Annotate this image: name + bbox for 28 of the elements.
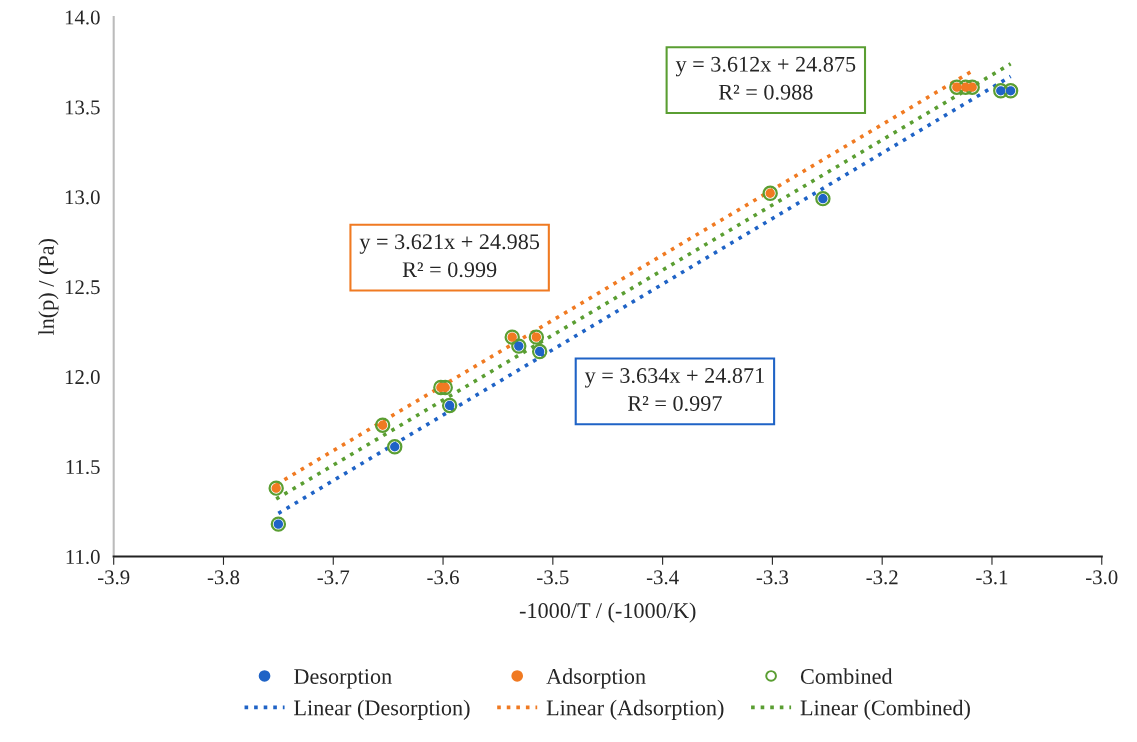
y-tick-label: 12.5 [65, 280, 100, 295]
x-tick-label: -3.2 [866, 570, 898, 585]
annotation: y = 3.612x + 24.875 R² = 0.988 [675, 56, 856, 100]
annotation: y = 3.634x + 24.871 R² = 0.997 [584, 368, 764, 412]
legend-label: Linear (Combined) [800, 699, 970, 720]
x-tick-label: -3.7 [317, 570, 350, 585]
x-tick-label: -3.6 [427, 570, 459, 585]
x-tick-label: -3.8 [207, 570, 240, 585]
x-tick-label: -3.4 [646, 570, 679, 585]
legend-label: Linear (Desorption) [294, 699, 470, 720]
y-tick-label: 11.0 [66, 549, 100, 565]
x-tick-label: -3.3 [756, 570, 789, 585]
y-tick-label: 13.5 [65, 100, 100, 115]
x-tick-label: -3.0 [1086, 570, 1118, 585]
legend-label: Combined [800, 668, 893, 684]
y-tick-label: 13.0 [65, 190, 100, 205]
x-tick-label: -3.1 [976, 570, 1008, 585]
legend-label: Adsorption [546, 668, 646, 689]
y-axis-title: ln(p) / (Pa) [38, 239, 59, 336]
x-tick-label: -3.5 [537, 570, 569, 585]
x-axis-title: -1000/T / (-1000/K) [519, 602, 696, 623]
annotation: y = 3.621x + 24.985 R² = 0.999 [359, 234, 540, 278]
legend-label: Desorption [294, 669, 392, 689]
legend-label: Linear (Adsorption) [546, 699, 724, 720]
y-tick-label: 11.5 [66, 460, 100, 475]
x-tick-label: -3.9 [97, 570, 130, 585]
y-tick-label: 14.0 [65, 10, 100, 25]
y-tick-label: 12.0 [65, 370, 100, 385]
